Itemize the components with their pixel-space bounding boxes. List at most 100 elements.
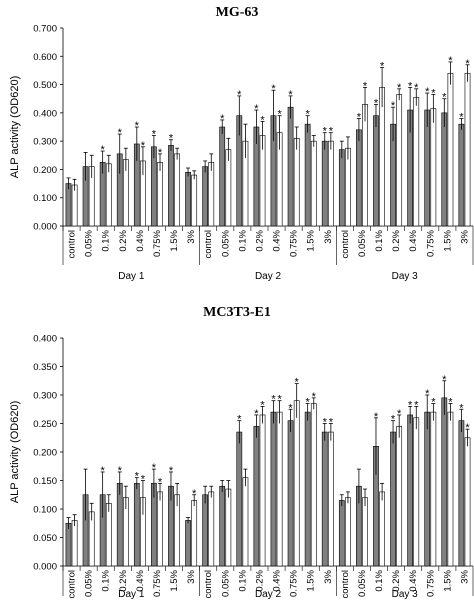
- x-category-label: 0.2%: [118, 229, 129, 251]
- bar: [321, 431, 328, 567]
- significance-star: *: [158, 147, 163, 159]
- bar: [321, 140, 328, 227]
- bar: [458, 123, 465, 227]
- x-category-label: 0.1%: [374, 229, 385, 251]
- y-tick-label: 0.300: [33, 137, 57, 148]
- significance-star: *: [442, 92, 447, 104]
- significance-star: *: [448, 55, 453, 67]
- bar: [259, 414, 266, 567]
- bar: [191, 174, 198, 227]
- y-tick-label: 0.400: [33, 334, 57, 345]
- x-category-label: 0.75%: [152, 229, 163, 256]
- bar: [151, 146, 157, 227]
- x-category-label: 0.75%: [289, 569, 300, 596]
- bar: [390, 431, 396, 567]
- bar: [225, 149, 232, 227]
- bar: [310, 403, 317, 567]
- x-category-label: 0.4%: [272, 569, 283, 591]
- x-category-label: 1.5%: [169, 569, 180, 591]
- x-category-label: 0.2%: [254, 229, 265, 251]
- x-category-label: 0.2%: [391, 229, 402, 251]
- bar: [219, 485, 226, 567]
- significance-star: *: [408, 80, 413, 92]
- significance-star: *: [306, 109, 311, 121]
- bar: [202, 166, 209, 227]
- significance-star: *: [459, 402, 464, 414]
- significance-star: *: [431, 397, 436, 409]
- bar: [191, 500, 198, 567]
- bar: [65, 183, 72, 227]
- y-tick-label: 0.250: [33, 419, 57, 430]
- bar: [202, 494, 209, 567]
- bar: [287, 420, 294, 567]
- x-category-label: 1.5%: [442, 569, 453, 591]
- significance-star: *: [465, 422, 470, 434]
- group-label: Day 3: [392, 271, 419, 282]
- significance-star: *: [135, 471, 140, 483]
- significance-star: *: [357, 112, 362, 124]
- x-category-label: 0.4%: [135, 229, 146, 251]
- y-tick-label: 0.200: [33, 448, 57, 459]
- x-category-label: 0.75%: [425, 229, 436, 256]
- y-tick-label: 0.200: [33, 165, 57, 176]
- x-category-label: control: [67, 230, 78, 259]
- bar: [71, 184, 78, 227]
- significance-star: *: [169, 465, 174, 477]
- bar: [208, 491, 215, 567]
- significance-star: *: [135, 120, 140, 132]
- bar: [413, 97, 420, 227]
- significance-star: *: [254, 103, 259, 115]
- bar: [270, 411, 277, 567]
- significance-star: *: [442, 374, 447, 386]
- x-category-label: 3%: [459, 569, 470, 583]
- bar: [430, 108, 437, 227]
- x-category-label: control: [340, 230, 351, 259]
- bar: [185, 520, 191, 567]
- x-category-label: control: [340, 570, 351, 599]
- bar: [362, 497, 368, 567]
- significance-star: *: [101, 465, 106, 477]
- x-category-label: 1.5%: [306, 229, 317, 251]
- significance-star: *: [363, 80, 368, 92]
- bar: [356, 129, 362, 227]
- bar: [338, 149, 345, 227]
- bar: [310, 140, 317, 227]
- significance-star: *: [380, 61, 385, 73]
- bar: [464, 437, 471, 567]
- x-category-label: 3%: [186, 229, 197, 243]
- x-category-label: 0.4%: [408, 569, 419, 591]
- bar: [71, 520, 78, 567]
- bar: [225, 488, 232, 567]
- bar: [157, 162, 163, 227]
- bar: [287, 106, 294, 227]
- bar: [208, 162, 215, 227]
- significance-star: *: [101, 144, 106, 156]
- bar: [276, 411, 283, 567]
- bar: [168, 145, 174, 227]
- significance-star: *: [397, 82, 402, 94]
- x-category-label: 0.05%: [84, 229, 95, 256]
- y-tick-label: 0.050: [33, 533, 57, 544]
- significance-star: *: [323, 417, 328, 429]
- significance-star: *: [141, 140, 146, 152]
- x-category-label: 0.05%: [220, 229, 231, 256]
- y-tick-label: 0.300: [33, 391, 57, 402]
- group-label: Day 3: [392, 589, 419, 600]
- bar: [157, 491, 163, 567]
- chart-panel-2: MC3T3-E1 ALP activity (OD620) 0.000 0.050 0.…: [9, 305, 474, 600]
- group-label: Day 1: [118, 271, 145, 282]
- x-category-label: 1.5%: [306, 569, 317, 591]
- significance-star: *: [254, 408, 259, 420]
- bar: [447, 72, 454, 227]
- x-category-label: 0.4%: [408, 229, 419, 251]
- bar: [458, 420, 465, 567]
- significance-star: *: [288, 89, 293, 101]
- x-category-label: 0.75%: [425, 569, 436, 596]
- x-category-label: 0.05%: [220, 569, 231, 596]
- significance-star: *: [260, 399, 265, 411]
- chart-title: MG-63: [216, 5, 259, 20]
- significance-star: *: [459, 112, 464, 124]
- x-category-label: 1.5%: [442, 229, 453, 251]
- significance-star: *: [431, 87, 436, 99]
- bar: [396, 426, 403, 567]
